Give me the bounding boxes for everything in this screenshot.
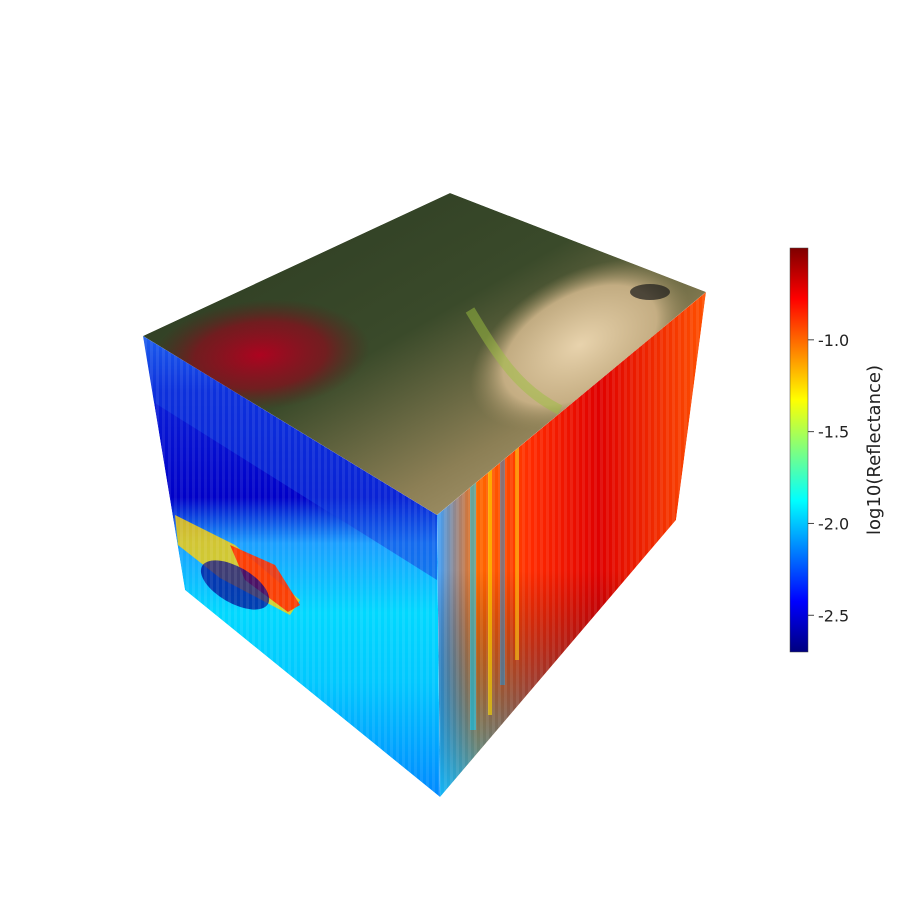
colorbar: -1.0 -1.5 -2.0 -2.5 log10(Reflectance) [789,247,885,653]
colorbar-gradient [789,247,809,653]
colorbar-tick-label: -2.5 [818,606,849,625]
colorbar-tick-label: -2.0 [818,514,849,533]
colorbar-ticks: -1.0 -1.5 -2.0 -2.5 [808,331,849,625]
colorbar-tick-label: -1.5 [818,423,849,442]
colorbar-title: log10(Reflectance) [864,365,885,535]
colorbar-tick-label: -1.0 [818,331,849,350]
